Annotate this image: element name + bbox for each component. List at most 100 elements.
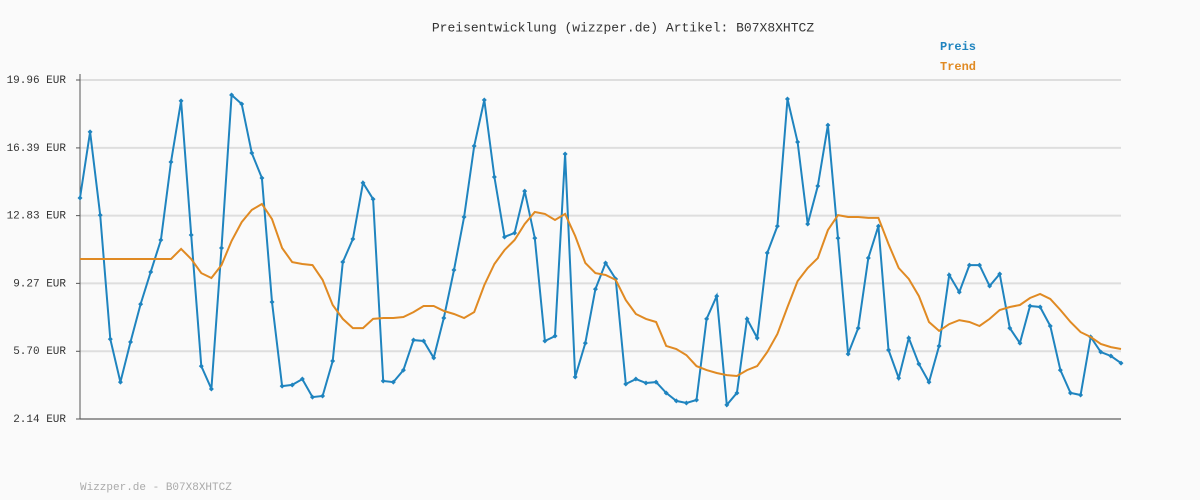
point-marker [855, 325, 861, 331]
footer: Wizzper.de - B07X8XHTCZ [80, 482, 232, 494]
legend-label: Trend [940, 60, 976, 74]
point-marker [1118, 360, 1124, 366]
point-marker [552, 333, 558, 339]
point-marker [764, 250, 770, 256]
point-marker [815, 183, 821, 189]
point-marker [926, 379, 932, 385]
point-marker [512, 230, 518, 236]
point-marker [128, 339, 134, 345]
point-marker [582, 340, 588, 346]
point-marker [916, 361, 922, 367]
point-marker [178, 98, 184, 104]
point-marker [218, 245, 224, 251]
point-marker [107, 336, 113, 342]
point-marker [825, 122, 831, 128]
point-marker [845, 351, 851, 357]
point-marker [936, 343, 942, 349]
point-marker [774, 223, 780, 229]
point-marker [421, 338, 427, 344]
point-marker [744, 316, 750, 322]
series-line [80, 202, 1122, 378]
point-marker [380, 378, 386, 384]
point-marker [956, 289, 962, 295]
point-marker [1027, 303, 1033, 309]
point-marker [249, 150, 255, 156]
point-marker [1047, 323, 1053, 329]
point-marker [542, 338, 548, 344]
point-marker [168, 159, 174, 165]
y-tick-label: 19.96 EUR [7, 75, 67, 87]
point-marker [946, 272, 952, 278]
point-marker [724, 402, 730, 408]
point-marker [906, 335, 912, 341]
point-marker [309, 394, 315, 400]
point-marker [1067, 390, 1073, 396]
point-marker [694, 397, 700, 403]
point-marker [360, 180, 366, 186]
point-marker [451, 267, 457, 273]
point-marker [592, 286, 598, 292]
chart-title: Preisentwicklung (wizzper.de) Artikel: B… [432, 20, 814, 35]
point-marker [330, 358, 336, 364]
point-marker [441, 315, 447, 321]
point-marker [471, 143, 477, 149]
point-marker [299, 376, 305, 382]
point-marker [1057, 367, 1063, 373]
y-tick-label: 12.83 EUR [7, 211, 67, 223]
point-marker [704, 316, 710, 322]
point-marker [572, 374, 578, 380]
point-marker [603, 260, 609, 266]
point-marker [633, 376, 639, 382]
point-marker [481, 97, 487, 103]
point-marker [1108, 353, 1114, 359]
point-marker [795, 139, 801, 145]
point-marker [87, 129, 93, 135]
y-tick-label: 9.27 EUR [13, 278, 66, 290]
point-marker [289, 382, 295, 388]
point-marker [997, 271, 1003, 277]
point-marker [501, 234, 507, 240]
point-marker [390, 379, 396, 385]
point-marker [411, 337, 417, 343]
point-marker [754, 335, 760, 341]
series-line [79, 92, 1122, 408]
point-marker [491, 174, 497, 180]
point-marker [158, 237, 164, 243]
legend-label: Preis [940, 40, 976, 54]
point-marker [966, 262, 972, 268]
point-marker [875, 223, 881, 229]
point-marker [683, 400, 689, 406]
point-marker [269, 299, 275, 305]
point-marker [148, 269, 154, 275]
point-marker [643, 380, 649, 386]
point-marker [1037, 304, 1043, 310]
point-marker [320, 393, 326, 399]
point-marker [229, 92, 235, 98]
point-marker [1017, 340, 1023, 346]
point-marker [1098, 349, 1104, 355]
point-marker [259, 175, 265, 181]
point-marker [734, 390, 740, 396]
point-marker [805, 221, 811, 227]
point-marker [784, 96, 790, 102]
point-marker [239, 101, 245, 107]
point-marker [77, 195, 83, 201]
point-marker [1078, 392, 1084, 398]
point-marker [97, 212, 103, 218]
point-marker [138, 301, 144, 307]
point-marker [886, 347, 892, 353]
point-marker [835, 235, 841, 241]
point-marker [653, 379, 659, 385]
point-marker [1007, 325, 1013, 331]
y-tick-label: 2.14 EUR [13, 414, 66, 426]
point-marker [562, 151, 568, 157]
y-tick-label: 5.70 EUR [13, 346, 66, 358]
point-marker [350, 236, 356, 242]
point-marker [896, 375, 902, 381]
point-marker [400, 367, 406, 373]
point-marker [198, 363, 204, 369]
point-marker [977, 262, 983, 268]
point-marker [673, 398, 679, 404]
